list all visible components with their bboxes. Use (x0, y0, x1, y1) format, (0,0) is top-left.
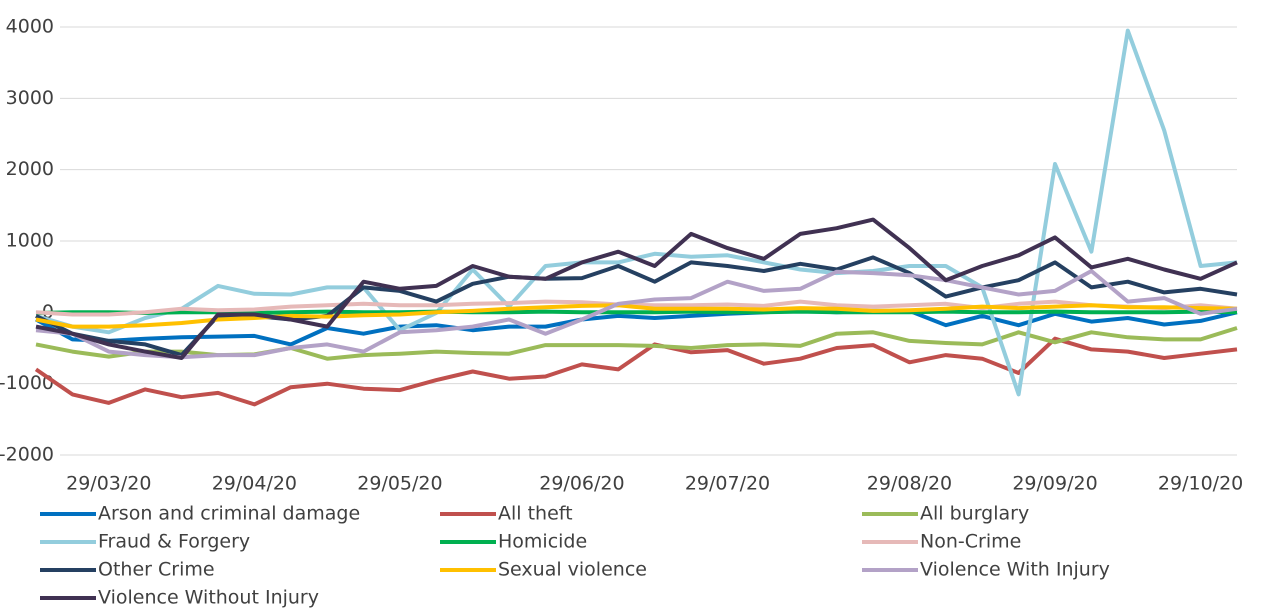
x-tick-label: 29/04/20 (212, 473, 297, 495)
legend-label: Other Crime (98, 559, 215, 581)
y-tick-label: 1000 (6, 230, 54, 252)
x-tick-label: 29/08/20 (867, 473, 952, 495)
legend-label: All theft (498, 503, 573, 525)
y-tick-label: -2000 (0, 444, 54, 466)
x-tick-label: 29/03/20 (66, 473, 151, 495)
legend-label: Fraud & Forgery (98, 531, 250, 553)
x-tick-label: 29/10/20 (1158, 473, 1243, 495)
series-line (34, 336, 1238, 407)
legend-label: Non-Crime (920, 531, 1021, 553)
legend-label: Sexual violence (498, 559, 647, 581)
series-line (35, 303, 1238, 329)
x-tick-label: 29/09/20 (1012, 473, 1097, 495)
legend-label: Violence With Injury (920, 559, 1110, 581)
legend-label: Homicide (498, 531, 587, 553)
x-tick-label: 29/07/20 (685, 473, 770, 495)
series-line (35, 308, 1238, 347)
series-line (35, 299, 1238, 317)
legend-label: Violence Without Injury (98, 587, 319, 609)
x-tick-label: 29/05/20 (357, 473, 442, 495)
legend-label: Arson and criminal damage (98, 503, 360, 525)
y-tick-label: 2000 (6, 158, 54, 180)
legend-label: All burglary (920, 503, 1029, 525)
y-tick-label: 4000 (6, 16, 54, 38)
y-tick-label: -1000 (0, 372, 54, 394)
x-tick-label: 29/06/20 (539, 473, 624, 495)
series-line (35, 217, 1238, 360)
series-line (35, 269, 1238, 360)
y-tick-label: 3000 (6, 87, 54, 109)
